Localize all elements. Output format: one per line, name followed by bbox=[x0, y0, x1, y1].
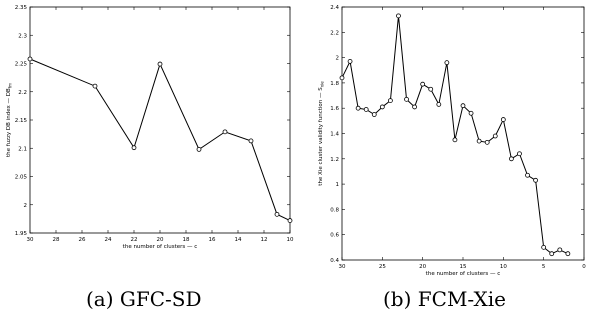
x-tick-label-a: 22 bbox=[131, 237, 138, 243]
y-tick-label-b: 1.8 bbox=[330, 81, 339, 87]
y-tick-label-a: 2.1 bbox=[18, 146, 27, 152]
data-point-b bbox=[468, 110, 474, 116]
data-point-b bbox=[396, 13, 401, 19]
data-point-b bbox=[557, 247, 563, 253]
y-tick-label-b: 2.4 bbox=[330, 5, 339, 11]
y-axis-label-a: the fuzzy DB index — DBfm bbox=[6, 83, 13, 157]
x-tick-label-b: 25 bbox=[379, 264, 386, 270]
data-point-a bbox=[287, 218, 293, 223]
data-point-b bbox=[452, 137, 458, 143]
y-tick-label-b: 0.6 bbox=[330, 233, 339, 239]
y-tick-label-a: 2 bbox=[24, 203, 28, 209]
y-tick-label-a: 2.2 bbox=[18, 90, 27, 96]
x-tick-label-a: 20 bbox=[157, 237, 164, 243]
x-tick-label-b: 20 bbox=[419, 264, 426, 270]
y-tick-label-a: 2.25 bbox=[15, 62, 28, 68]
data-point-b bbox=[533, 177, 538, 183]
y-tick-label-a: 1.95 bbox=[15, 231, 28, 237]
y-axis-label-b: the Xie cluster validity function — Sxie bbox=[318, 81, 325, 186]
data-point-a bbox=[248, 138, 254, 144]
x-tick-label-b: 0 bbox=[582, 264, 586, 270]
y-tick-label-b: 0.4 bbox=[330, 258, 339, 264]
data-point-b bbox=[355, 105, 361, 111]
x-tick-label-a: 14 bbox=[235, 237, 242, 243]
caption-fcm-xie: (b) FCM-Xie bbox=[383, 287, 506, 311]
y-tick-label-b: 1.6 bbox=[330, 106, 339, 112]
data-point-b bbox=[412, 104, 418, 110]
data-point-a bbox=[92, 83, 98, 89]
data-point-b bbox=[565, 251, 571, 257]
caption-gfc-sd: (a) GFC-SD bbox=[86, 287, 202, 311]
data-point-b bbox=[549, 251, 555, 257]
data-point-b bbox=[436, 102, 442, 107]
x-tick-label-a: 18 bbox=[183, 237, 190, 243]
data-point-b bbox=[428, 86, 434, 92]
data-point-a bbox=[222, 129, 228, 135]
y-tick-label-b: 2.2 bbox=[330, 30, 339, 36]
x-tick-label-a: 26 bbox=[79, 237, 86, 243]
data-point-b bbox=[404, 96, 409, 102]
data-point-a bbox=[274, 211, 280, 217]
y-tick-label-a: 2.3 bbox=[18, 33, 27, 39]
data-point-b bbox=[420, 81, 426, 87]
chart-gfc-sd: 1.95 2 2.05 2.1 2.15 2.2 2.25 2.3 2.35 30 28 26 24 22… bbox=[6, 5, 294, 250]
data-point-b bbox=[379, 104, 385, 110]
x-tick-label-a: 12 bbox=[261, 237, 268, 243]
x-tick-label-a: 28 bbox=[53, 237, 60, 243]
x-tick-label-a: 30 bbox=[27, 237, 34, 243]
data-point-b bbox=[347, 58, 353, 64]
x-tick-label-b: 15 bbox=[460, 264, 467, 270]
data-point-b bbox=[500, 117, 506, 122]
y-tick-label-a: 2.05 bbox=[15, 175, 28, 181]
data-point-b bbox=[339, 75, 345, 81]
x-axis-label-a: the number of clusters — c bbox=[123, 244, 198, 250]
y-tick-label-a: 2.35 bbox=[15, 5, 28, 11]
data-point-b bbox=[525, 172, 530, 178]
x-tick-label-a: 16 bbox=[209, 237, 216, 243]
data-point-a bbox=[157, 61, 163, 67]
y-tick-label-a: 2.15 bbox=[15, 118, 28, 124]
data-point-b bbox=[541, 244, 547, 250]
x-tick-label-a: 24 bbox=[105, 237, 112, 243]
series-line-b bbox=[341, 15, 569, 255]
data-point-b bbox=[508, 156, 514, 162]
x-tick-label-a: 10 bbox=[287, 237, 294, 243]
data-point-a bbox=[196, 146, 202, 152]
x-tick-label-b: 5 bbox=[542, 264, 546, 270]
plot-frame-a bbox=[29, 6, 291, 234]
data-point-b bbox=[517, 151, 522, 157]
y-tick-label-b: 1 bbox=[336, 182, 340, 188]
y-tick-label-b: 1.2 bbox=[330, 157, 339, 163]
x-tick-label-b: 10 bbox=[500, 264, 507, 270]
data-point-b bbox=[371, 112, 377, 117]
y-tick-label-b: 2 bbox=[336, 56, 340, 62]
plot-frame-b bbox=[341, 6, 585, 261]
data-point-b bbox=[492, 133, 498, 139]
y-tick-label-b: 1.4 bbox=[330, 132, 339, 138]
data-point-b bbox=[476, 138, 482, 144]
data-point-b bbox=[387, 98, 393, 104]
chart-fcm-xie: 0.4 0.6 0.8 1 1.2 1.4 1.6 1.8 2 2.2 2.4 30 25 20 15 10 5… bbox=[318, 5, 586, 277]
data-point-a bbox=[27, 56, 33, 62]
data-point-b bbox=[460, 103, 466, 109]
data-point-b bbox=[444, 60, 450, 66]
data-point-b bbox=[363, 107, 369, 112]
x-axis-label-b: the number of clusters — c bbox=[426, 271, 501, 277]
x-tick-label-b: 30 bbox=[339, 264, 346, 270]
data-point-a bbox=[131, 145, 137, 151]
data-point-b bbox=[484, 139, 490, 145]
y-tick-label-b: 0.8 bbox=[330, 207, 339, 213]
